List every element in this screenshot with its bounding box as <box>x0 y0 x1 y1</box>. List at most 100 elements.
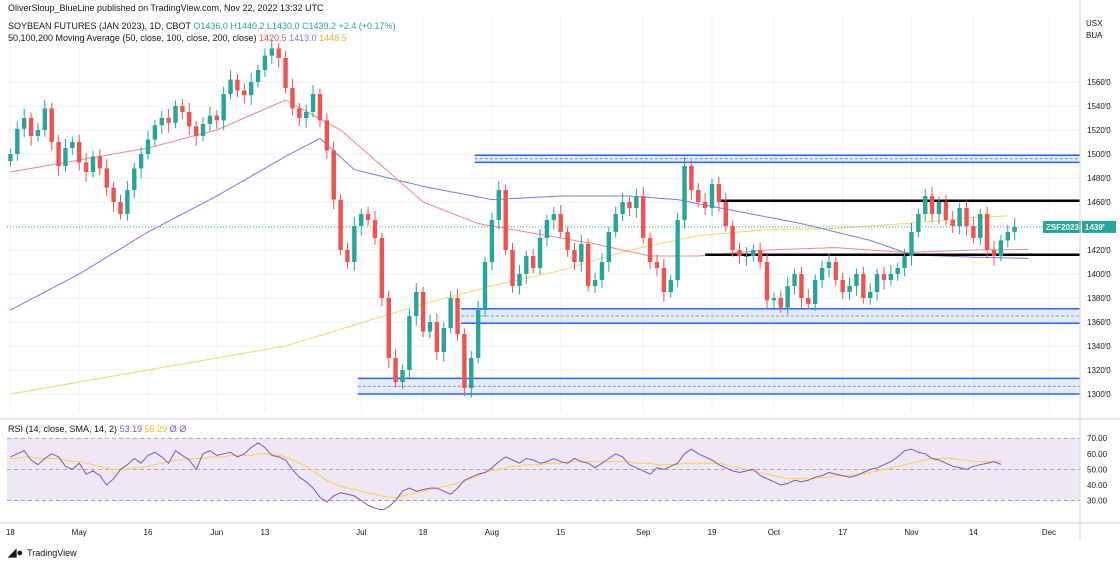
last-price-label: 1439′ <box>1085 223 1105 232</box>
candle-body <box>56 142 61 166</box>
candle-body <box>964 208 969 226</box>
candle-body <box>916 214 921 232</box>
ma200-value: 1448.5 <box>319 33 347 43</box>
candle-body <box>778 298 783 308</box>
candle-body <box>1005 232 1010 241</box>
candle-body <box>812 280 818 304</box>
candle-body <box>737 250 742 256</box>
candle-body <box>572 250 577 262</box>
candle-body <box>551 214 557 220</box>
ma-legend: 50,100,200 Moving Average (50, close, 10… <box>8 33 347 43</box>
rsi-line <box>10 442 1002 511</box>
time-tick-label: 18 <box>419 528 428 537</box>
candle-body <box>730 226 735 250</box>
candle-body <box>269 48 275 56</box>
candle-body <box>132 168 137 190</box>
price-tick-label: 1400′0 <box>1087 270 1111 279</box>
candle-body <box>469 358 474 388</box>
time-tick-label: 14 <box>969 528 978 537</box>
candle-body <box>586 244 591 286</box>
time-tick-label: 17 <box>838 528 847 537</box>
time-tick-label: Nov <box>904 528 918 537</box>
candle-body <box>627 202 632 208</box>
candle-body <box>242 90 247 96</box>
candle-body <box>861 274 866 298</box>
candle-body <box>902 256 907 268</box>
price-tick-label: 1500′0 <box>1087 150 1111 159</box>
candle-body <box>696 190 701 202</box>
candle-body <box>152 125 158 140</box>
candle-body <box>359 214 364 226</box>
candle-body <box>716 184 722 202</box>
candle-body <box>1012 226 1017 232</box>
candle-body <box>537 238 543 268</box>
candle-body <box>214 115 219 121</box>
candle-body <box>28 118 34 136</box>
candle-body <box>517 274 522 286</box>
candle-body <box>166 118 171 123</box>
price-tick-label: 1560′0 <box>1087 78 1111 87</box>
ohlc-values: O1436.0 H1440.2 L1430.0 C1439.2 +2.4 (+0… <box>193 21 396 31</box>
candle-body <box>407 316 412 370</box>
candle-body <box>63 148 68 166</box>
tradingview-brand[interactable]: ◢● TradingView <box>8 546 77 559</box>
last-price-box <box>1082 220 1116 233</box>
last-price-tag-text: ZSF2023 <box>1046 223 1079 232</box>
candle-body <box>524 256 529 274</box>
candle-body <box>668 280 673 292</box>
time-tick-label: May <box>72 528 87 537</box>
price-tick-label: 1520′0 <box>1087 126 1111 135</box>
candle-body <box>868 292 873 298</box>
candle-body <box>826 262 832 268</box>
candle-body <box>434 322 440 352</box>
candle-body <box>427 322 433 332</box>
candle-body <box>304 112 309 118</box>
candle-body <box>991 250 997 256</box>
price-tick-label: 1540′0 <box>1087 102 1111 111</box>
candle-body <box>255 70 261 82</box>
tradingview-logo-icon: ◢● <box>8 547 24 559</box>
candle-body <box>751 250 756 256</box>
candle-body <box>111 187 116 202</box>
candle-body <box>785 286 790 308</box>
rsi-pane: 30.00 40.00 50.00 60.00 70.00 <box>7 434 1108 511</box>
candle-body <box>441 328 446 352</box>
candle-body <box>675 220 680 280</box>
candle-body <box>15 128 20 154</box>
time-axis: 18 May 16 Jun 13 Jul 18 Aug 15 Sep 19 Oct 17 Nov 14 Dec <box>0 522 1120 537</box>
candle-body <box>771 298 777 301</box>
rsi-tick-label: 60.00 <box>1087 450 1108 459</box>
candle-body <box>338 199 343 250</box>
candle-body <box>228 79 233 94</box>
candle-body <box>70 142 75 148</box>
symbol-legend: SOYBEAN FUTURES (JAN 2023), 1D, CBOT O14… <box>8 21 396 31</box>
time-tick-label: Oct <box>768 528 781 537</box>
time-tick-label: 15 <box>556 528 565 537</box>
candle-body <box>881 274 887 280</box>
candle-body <box>462 334 467 388</box>
candle-body <box>702 202 708 208</box>
time-tick-label: Sep <box>636 528 651 537</box>
candle-body <box>352 226 357 262</box>
ma50-value: 1420.5 <box>259 33 287 43</box>
candle-body <box>489 220 495 262</box>
candle-body <box>317 94 323 121</box>
rsi-label: RSI (14, close, SMA, 14, 2) <box>8 424 118 434</box>
candle-body <box>565 232 570 250</box>
candle-body <box>297 108 302 118</box>
candle-body <box>49 108 54 142</box>
candle-body <box>8 154 13 162</box>
candle-body <box>709 184 715 208</box>
candle-body <box>764 262 770 301</box>
candle-body <box>620 202 625 214</box>
rsi-tick-label: 70.00 <box>1087 434 1108 443</box>
candle-body <box>324 120 330 151</box>
candle-body <box>606 232 612 262</box>
candle-body <box>929 196 935 214</box>
zone-support-mid <box>460 308 1080 324</box>
candle-body <box>90 156 96 172</box>
candle-body <box>173 106 178 123</box>
candle-body <box>138 154 144 169</box>
candle-body <box>455 298 460 334</box>
